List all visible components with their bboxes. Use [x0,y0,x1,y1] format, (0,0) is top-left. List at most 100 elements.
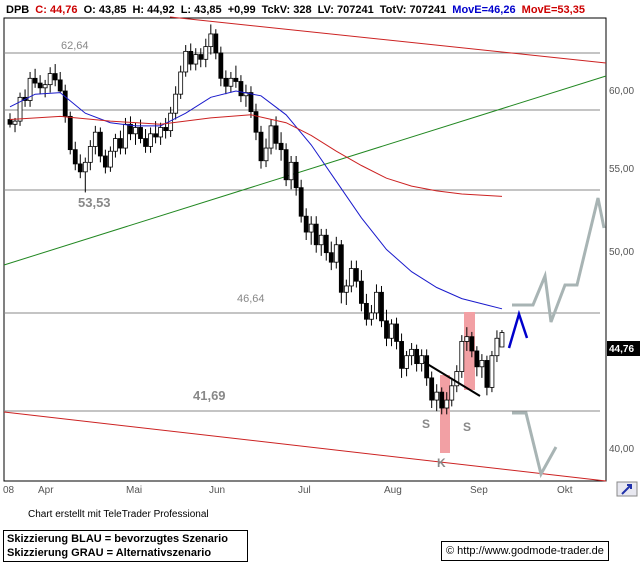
candle-body [82,161,88,173]
pattern-label-right-shoulder: S [463,420,471,434]
candle-body [143,138,148,147]
candle-body [353,268,359,282]
candle-body [489,355,495,388]
x-tick-label: Mai [126,485,142,496]
candle-body [278,142,284,151]
candle [148,127,153,153]
candle [374,284,379,320]
candle-body [183,50,189,73]
candle [358,270,364,312]
candle-body [67,115,73,151]
candle [499,330,505,348]
candle [288,155,294,190]
x-tick-label: Sep [470,485,488,496]
candle-body [469,336,475,352]
source-link[interactable]: © http://www.godmode-trader.de [446,545,604,557]
candle-body [123,123,128,149]
candle-body [102,155,108,168]
neckline [423,361,481,397]
candle-body [474,350,480,368]
candle-body [394,323,399,342]
candle-body [268,125,274,149]
candle-body [253,111,259,133]
candle [303,208,309,240]
level-label-46-64: 46,64 [237,293,265,305]
candle [323,228,329,261]
pattern-label-left-shoulder: S [422,417,430,431]
candle [439,387,445,415]
blue-scenario-arrow [507,309,529,349]
candle [384,309,389,347]
candle [399,333,404,378]
candle [434,384,440,412]
candle-body [12,120,18,125]
candle [268,119,274,155]
candle [143,129,148,153]
candle [128,116,133,141]
candle-body [87,146,93,163]
level-label-41-69: 41,69 [193,388,226,403]
current-price-badge [607,341,640,356]
candle-body [7,119,13,125]
candle-body [273,125,279,144]
candle-body [218,52,224,79]
source-box[interactable]: © http://www.godmode-trader.de [441,541,609,561]
candle-body [283,149,289,181]
candle [32,68,38,88]
moving-average-red [9,114,503,197]
candle-body [37,82,43,89]
candle-body [328,252,334,263]
candle-body [238,81,244,97]
candle-body [499,332,505,348]
candle [278,132,284,161]
header-open: O: 43,85 [84,4,127,16]
candle-body [459,341,465,372]
candle [77,154,83,179]
candle [102,149,108,174]
candle [27,71,33,107]
candle [193,48,199,71]
candle [474,346,480,377]
arrow-up-right-icon [621,484,632,495]
candle-body [298,187,304,217]
candle-body [454,371,460,387]
candle-body [118,138,123,149]
candle [298,179,304,223]
candle-body [203,46,209,60]
header-line: DPB C: 44,76 O: 43,85 H: 44,92 L: 43,85 … [6,4,585,16]
candle [92,125,98,155]
candle [273,116,279,150]
candle-body [213,33,219,54]
x-tick-label: Apr [38,485,54,496]
candle-body [404,355,409,369]
candle-body [138,127,143,139]
candle-body [313,223,319,246]
candle-body [42,84,48,89]
candle-body [108,150,113,168]
candle [263,138,269,168]
candle-body [444,399,450,409]
candle-body [263,147,269,162]
grey-scenario-upper [512,197,606,323]
candle-body [173,93,179,114]
candle [293,155,299,196]
candle [379,285,384,328]
candle [464,327,470,351]
x-tick-label: Okt [557,485,573,496]
candle-body [494,337,500,357]
candle [369,304,374,326]
candle [87,140,93,171]
candle [419,349,425,372]
candle [333,236,339,269]
candle-body [113,138,118,152]
y-tick-label: 55,00 [609,164,634,175]
candle-body [333,244,339,263]
candle [37,75,43,95]
candle-body [62,90,68,117]
pattern-label-head: K [437,456,446,470]
candle [198,48,204,68]
candle [479,354,485,378]
candle-body [163,127,169,132]
candle [253,103,259,141]
